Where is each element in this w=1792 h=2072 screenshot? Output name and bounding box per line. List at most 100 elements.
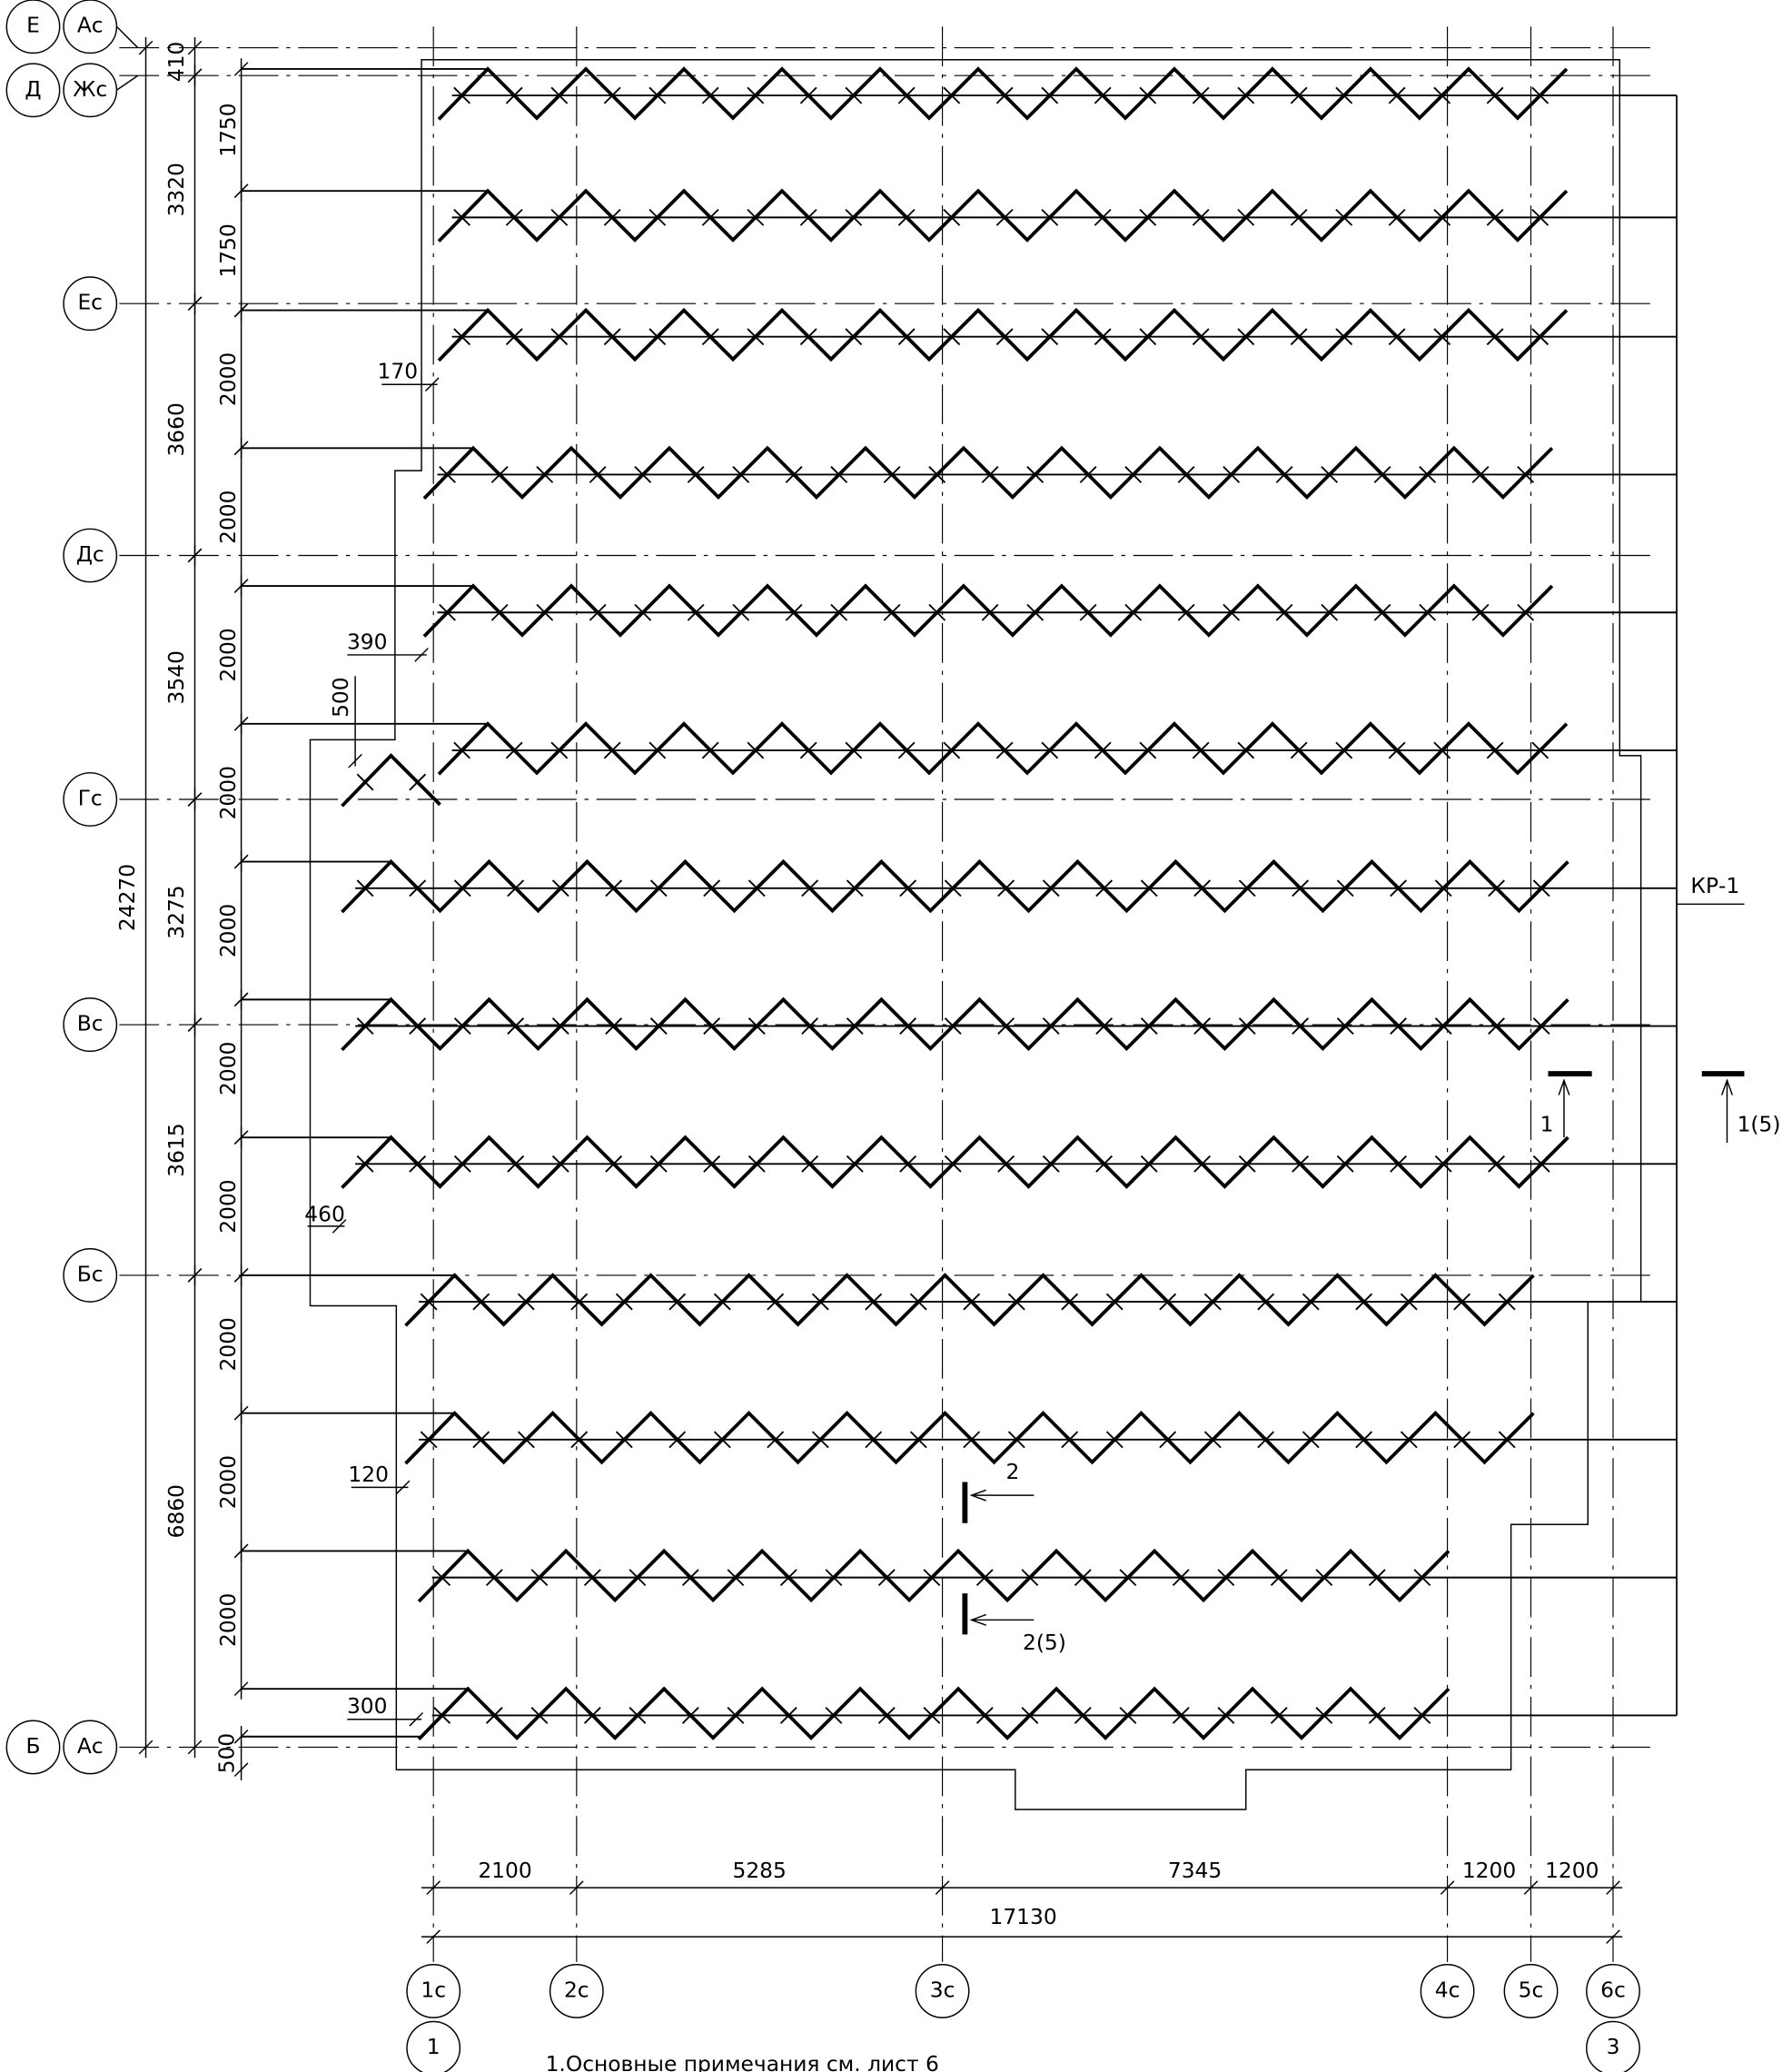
cross: [1140, 879, 1158, 897]
cross: [1217, 1569, 1235, 1587]
cross: [713, 1293, 731, 1311]
section-label: 2: [1005, 1459, 1019, 1484]
dim-tick: [348, 753, 362, 768]
cross: [1388, 328, 1406, 346]
dim-label: 2000: [215, 1455, 241, 1509]
cross: [634, 466, 652, 483]
cross: [1007, 1431, 1025, 1449]
cross: [1275, 603, 1293, 621]
cross: [1336, 1017, 1354, 1035]
cross: [897, 208, 916, 226]
cross: [629, 1569, 647, 1587]
cross: [877, 1569, 896, 1587]
cross: [732, 466, 750, 483]
cross: [1368, 1569, 1386, 1587]
cross: [1488, 1155, 1505, 1173]
cross: [703, 1155, 721, 1173]
cross: [1388, 208, 1406, 226]
cross: [779, 1569, 797, 1587]
cross: [453, 879, 471, 897]
cross: [943, 328, 961, 346]
cross: [1498, 1431, 1516, 1449]
cross: [1355, 1431, 1373, 1449]
cross: [1486, 86, 1504, 104]
cross: [1290, 208, 1308, 226]
cross: [1290, 328, 1308, 346]
cross: [1021, 1706, 1039, 1724]
dim-tick: [233, 1762, 249, 1778]
kp-label: КР-1: [1690, 873, 1739, 898]
cross: [433, 1706, 451, 1724]
axis-label: Ес: [77, 290, 103, 315]
cross: [944, 1017, 962, 1035]
cross: [865, 1431, 883, 1449]
cross: [703, 1017, 721, 1035]
cross: [981, 466, 999, 483]
cross: [517, 1431, 535, 1449]
cross: [1433, 741, 1451, 759]
cross: [801, 879, 819, 897]
cross: [648, 328, 667, 346]
cross: [1335, 208, 1353, 226]
cross: [846, 879, 864, 897]
cross: [975, 1706, 994, 1724]
dim-label: 1200: [1462, 1858, 1516, 1883]
cross: [1532, 879, 1550, 897]
cross: [605, 879, 623, 897]
cross: [589, 603, 607, 621]
cross: [779, 1706, 797, 1724]
cross: [785, 466, 803, 483]
note: 1.Основные примечания см. лист 6: [546, 2051, 939, 2072]
cross: [1290, 86, 1308, 104]
cross: [1434, 879, 1452, 897]
cross: [1095, 1155, 1114, 1173]
cross: [747, 741, 765, 759]
building-outline: [309, 58, 1642, 1810]
cross: [1517, 466, 1535, 483]
cross: [1094, 328, 1112, 346]
axis-bubble: [5, 63, 61, 118]
dim-tick: [138, 40, 153, 55]
cross: [615, 1293, 633, 1311]
cross: [1007, 1293, 1025, 1311]
cross: [811, 1293, 829, 1311]
cross: [1095, 1017, 1114, 1035]
axis-label: Дс: [76, 541, 104, 567]
cross: [997, 1017, 1015, 1035]
dim-label: 7345: [1168, 1858, 1222, 1883]
cross: [811, 1431, 829, 1449]
cross: [453, 86, 471, 104]
cross: [1290, 741, 1308, 759]
cross: [1388, 86, 1406, 104]
cross: [1193, 1017, 1212, 1035]
axis-bubble: [63, 772, 118, 827]
cross: [1413, 1706, 1431, 1724]
cross: [1079, 603, 1097, 621]
offset-label: 120: [348, 1462, 389, 1487]
dim-label: 2000: [215, 1317, 241, 1371]
dim-tick: [1606, 1929, 1620, 1944]
cross: [1531, 741, 1549, 759]
cross: [1140, 1017, 1158, 1035]
cross: [433, 1569, 451, 1587]
offset-label: 300: [347, 1693, 388, 1719]
cross: [1532, 1017, 1550, 1035]
cross: [356, 773, 374, 791]
cross: [472, 1293, 490, 1311]
cross: [897, 86, 916, 104]
cross: [1355, 1293, 1373, 1311]
cross: [1192, 741, 1210, 759]
cross: [649, 1017, 668, 1035]
axis-bubble: [1420, 1964, 1475, 2018]
cross: [1368, 1706, 1386, 1724]
cross: [668, 1293, 687, 1311]
cross: [603, 208, 621, 226]
cross: [1321, 466, 1339, 483]
cross: [1139, 328, 1157, 346]
section-label: 1(5): [1738, 1112, 1781, 1137]
cross: [909, 1431, 927, 1449]
cross: [899, 1017, 917, 1035]
cross: [923, 1706, 941, 1724]
cross: [551, 879, 569, 897]
